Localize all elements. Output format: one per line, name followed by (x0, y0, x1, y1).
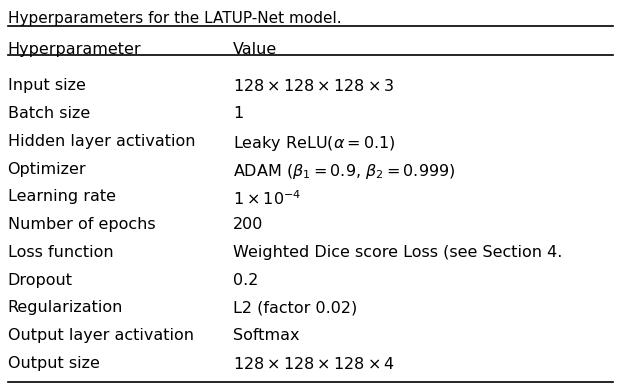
Text: Loss function: Loss function (8, 245, 113, 260)
Text: Hyperparameters for the LATUP-Net model.: Hyperparameters for the LATUP-Net model. (8, 11, 341, 26)
Text: Weighted Dice score Loss (see Section 4.: Weighted Dice score Loss (see Section 4. (233, 245, 563, 260)
Text: $128 \times 128 \times 128 \times 3$: $128 \times 128 \times 128 \times 3$ (233, 78, 394, 94)
Text: Dropout: Dropout (8, 273, 72, 288)
Text: 200: 200 (233, 217, 264, 232)
Text: Leaky ReLU($\alpha = 0.1$): Leaky ReLU($\alpha = 0.1$) (233, 134, 396, 153)
Text: $128 \times 128 \times 128 \times 4$: $128 \times 128 \times 128 \times 4$ (233, 356, 395, 372)
Text: Hyperparameter: Hyperparameter (8, 42, 141, 57)
Text: 1: 1 (233, 106, 243, 121)
Text: Optimizer: Optimizer (8, 162, 86, 177)
Text: Output size: Output size (8, 356, 99, 371)
Text: Softmax: Softmax (233, 328, 300, 343)
Text: Number of epochs: Number of epochs (8, 217, 155, 232)
Text: Learning rate: Learning rate (8, 189, 116, 204)
Text: $1 \times 10^{-4}$: $1 \times 10^{-4}$ (233, 189, 301, 208)
Text: L2 (factor 0.02): L2 (factor 0.02) (233, 300, 357, 315)
Text: Value: Value (233, 42, 277, 57)
Text: Regularization: Regularization (8, 300, 123, 315)
Text: Input size: Input size (8, 78, 86, 94)
Text: 0.2: 0.2 (233, 273, 259, 288)
Text: Hidden layer activation: Hidden layer activation (8, 134, 195, 149)
Text: ADAM ($\beta_1 = 0.9$, $\beta_2 = 0.999$): ADAM ($\beta_1 = 0.9$, $\beta_2 = 0.999$… (233, 162, 456, 181)
Text: Output layer activation: Output layer activation (8, 328, 193, 343)
Text: Batch size: Batch size (8, 106, 90, 121)
